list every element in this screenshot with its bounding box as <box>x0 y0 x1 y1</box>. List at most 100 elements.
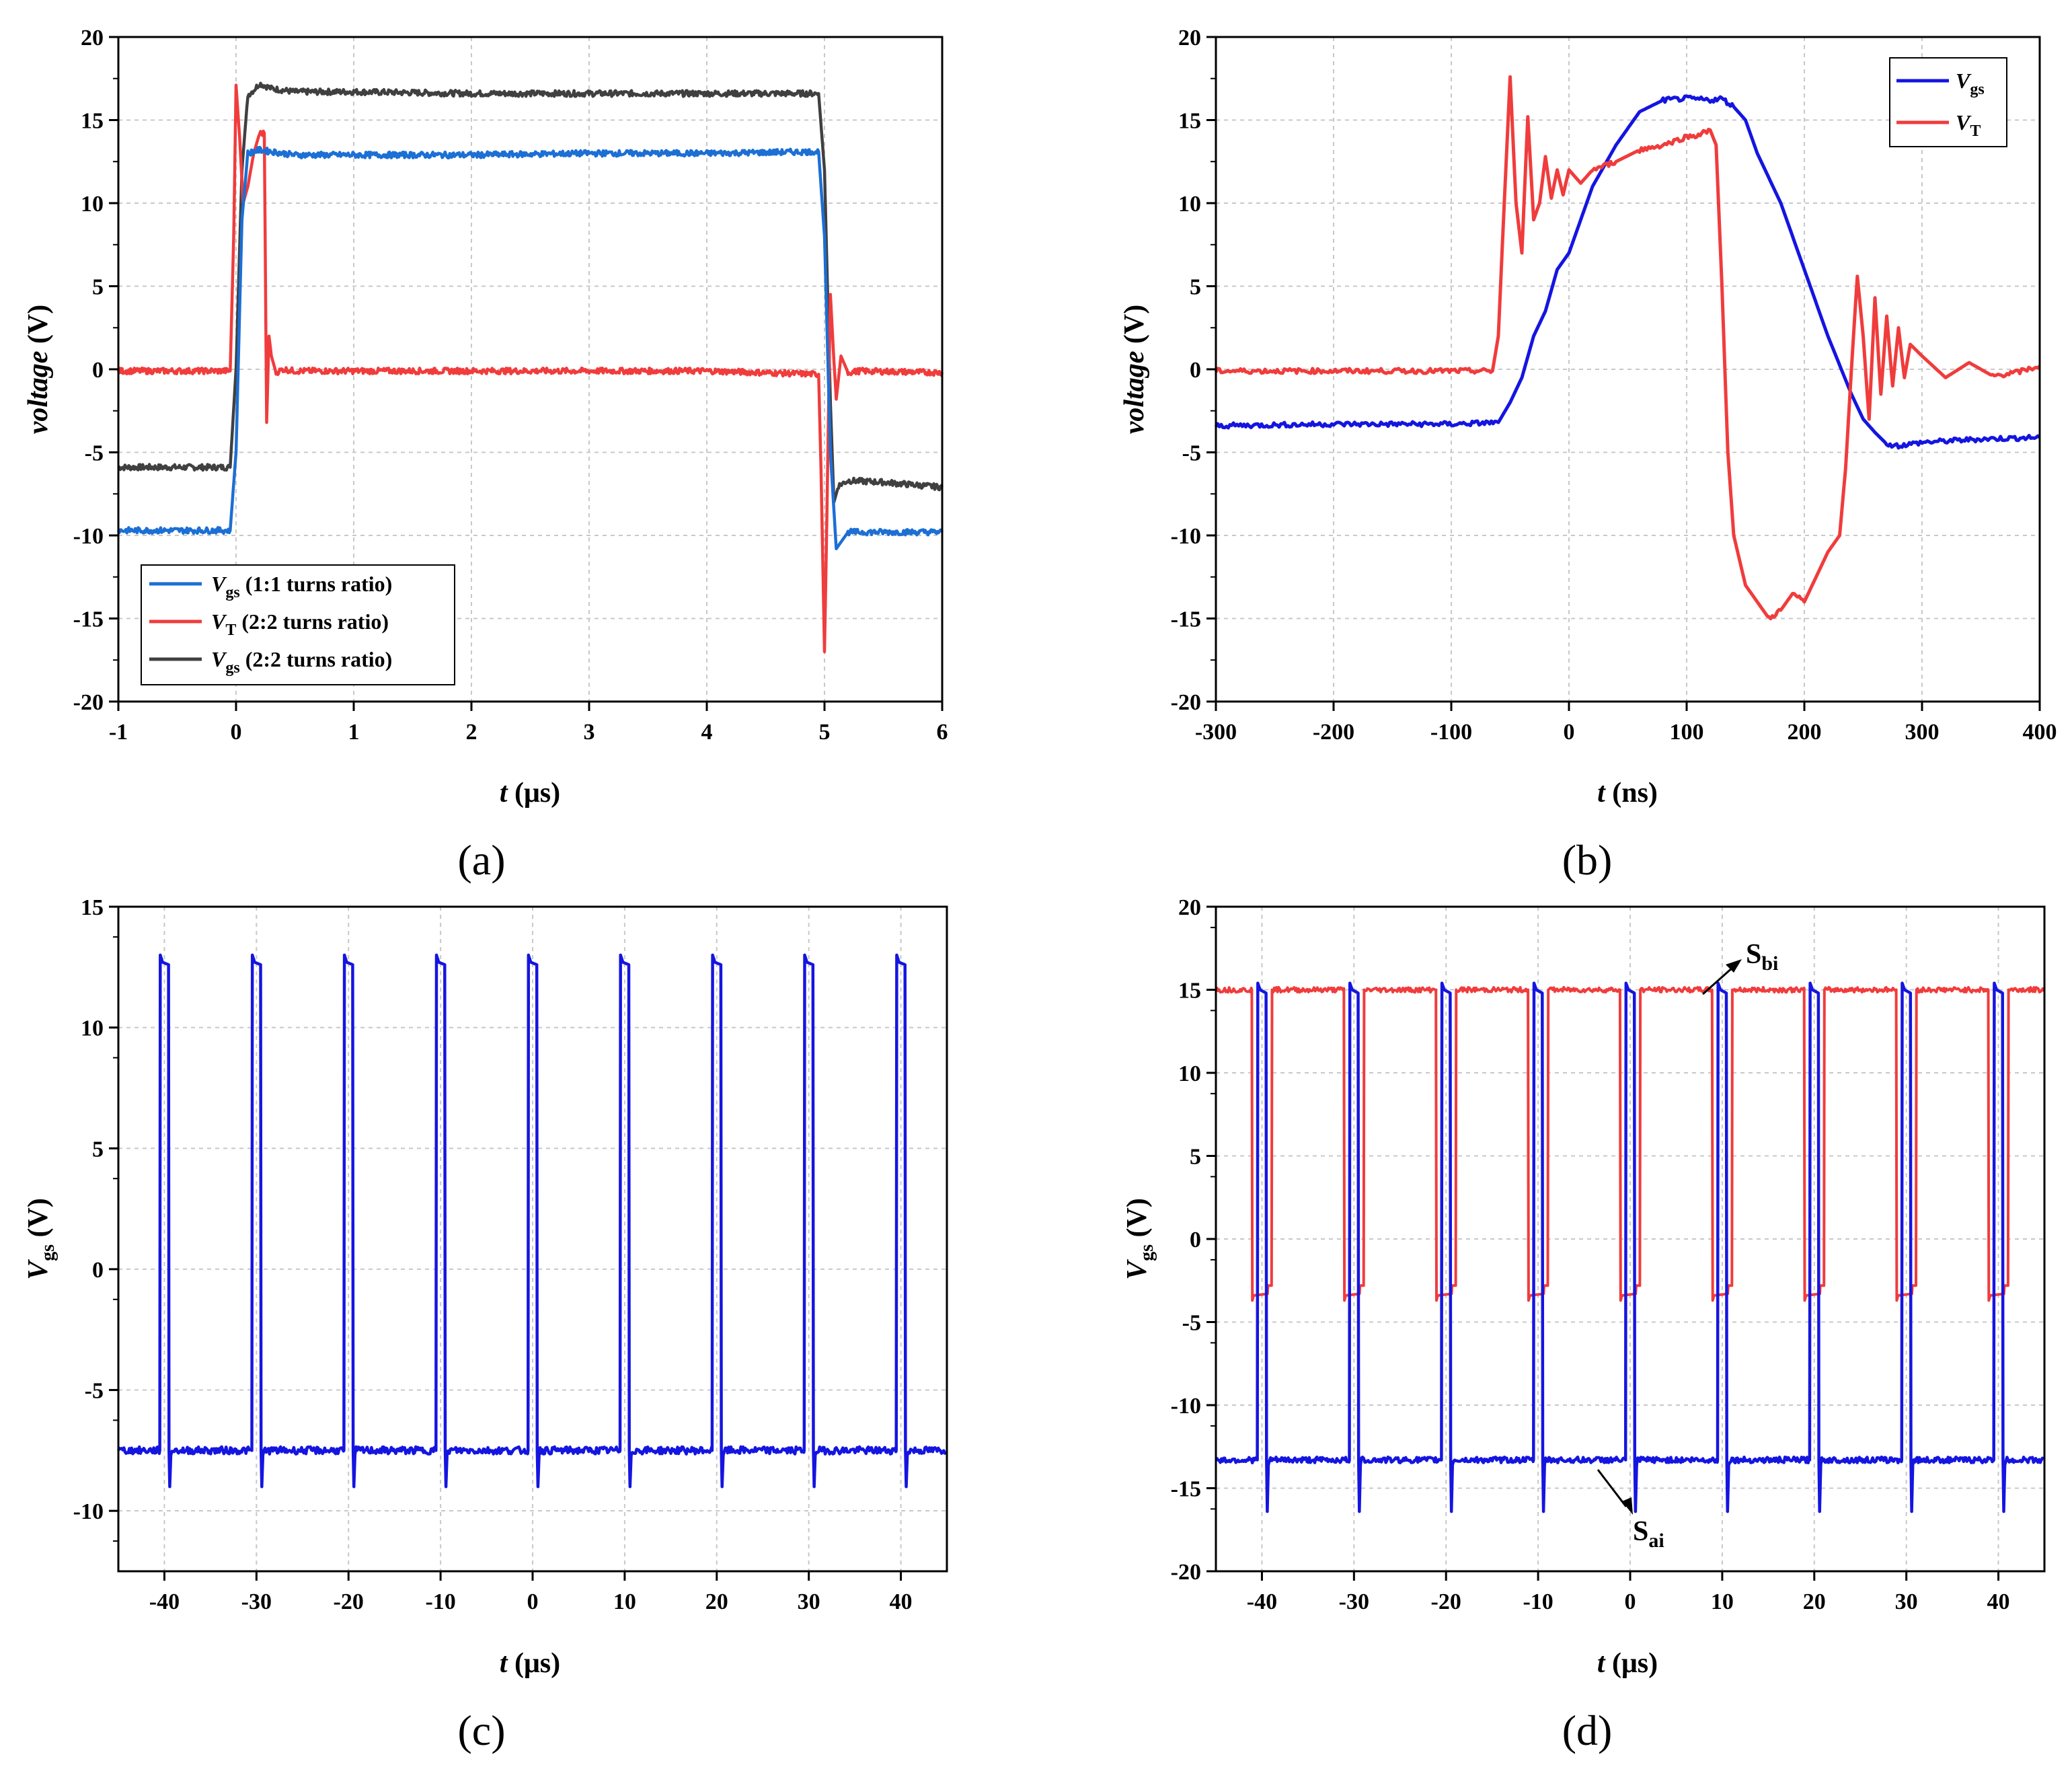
y-tick-label: 20 <box>81 26 104 50</box>
x-tick-label: -20 <box>334 1589 364 1614</box>
x-tick-label: 1 <box>348 720 360 745</box>
x-tick-label: -20 <box>1431 1589 1461 1614</box>
x-tick-label: -10 <box>1523 1589 1553 1614</box>
y-tick-label: -10 <box>1171 524 1201 549</box>
x-tick-label: 30 <box>1895 1589 1918 1614</box>
legend-box-b <box>1889 57 2007 147</box>
y-tick-label: 5 <box>1190 1145 1201 1170</box>
x-tick-label: -40 <box>149 1589 180 1614</box>
series-line-a-2 <box>118 81 944 504</box>
y-tick-label: -10 <box>1171 1394 1201 1419</box>
sai-arrowhead <box>1622 1497 1633 1515</box>
x-tick-label: 2 <box>466 720 477 745</box>
y-tick-label: -10 <box>73 524 104 549</box>
sai-arrow-line <box>1597 1469 1627 1507</box>
y-tick-label: -5 <box>85 441 104 466</box>
x-tick-label: 10 <box>613 1589 636 1614</box>
sbi-annotation: Sbi <box>1746 939 1778 975</box>
x-tick-label: -200 <box>1313 720 1354 745</box>
y-tick-label: -20 <box>1171 1560 1201 1585</box>
panel-a-label: (a) <box>457 836 505 884</box>
y-tick-label: 0 <box>1190 358 1201 383</box>
panel-d-ylabel: Vgs (V) <box>1122 1198 1157 1280</box>
y-tick-label: -5 <box>1182 441 1201 466</box>
x-tick-label: 3 <box>584 720 595 745</box>
legend-entry-a-2: Vgs (2:2 turns ratio) <box>211 647 392 677</box>
y-tick-label: 20 <box>1178 26 1201 50</box>
y-tick-label: 20 <box>1178 895 1201 920</box>
panel-c-label: (c) <box>457 1706 505 1754</box>
x-tick-label: 100 <box>1670 720 1704 745</box>
y-tick-label: 0 <box>92 1258 104 1283</box>
y-tick-label: -10 <box>73 1499 104 1524</box>
x-tick-label: 0 <box>527 1589 539 1614</box>
y-tick-label: 10 <box>1178 1061 1201 1086</box>
legend-entry-a-0: Vgs (1:1 turns ratio) <box>211 572 392 601</box>
y-tick-label: -15 <box>73 607 104 632</box>
y-tick-label: 15 <box>1178 979 1201 1004</box>
panel-c-xlabel: t (μs) <box>500 1648 560 1679</box>
panel-b-xlabel: t (ns) <box>1597 778 1658 809</box>
legend-entry-a-1: VT (2:2 turns ratio) <box>211 609 389 639</box>
panel-b-label: (b) <box>1562 836 1613 884</box>
panel-b-chart: 20 15 10 5 0 -5 -10 -15 -20 -300 -200 -100 0 100 200 30… <box>1119 26 2057 884</box>
y-tick-label: 10 <box>1178 192 1201 217</box>
x-tick-label: 300 <box>1905 720 1940 745</box>
y-tick-label: 0 <box>1190 1228 1201 1252</box>
series-line-c-vgs <box>116 953 947 1489</box>
series-line-a-0 <box>116 145 944 551</box>
panel-b-ylabel: voltage (V) <box>1119 305 1150 434</box>
y-tick-label: 5 <box>92 1137 104 1162</box>
series-line-b-0 <box>1214 94 2041 450</box>
y-tick-label: 15 <box>81 895 104 920</box>
y-tick-label: -5 <box>85 1379 104 1404</box>
x-tick-label: 40 <box>890 1589 913 1614</box>
panel-d-xlabel: t (μs) <box>1597 1648 1658 1679</box>
y-tick-label: 15 <box>1178 109 1201 134</box>
y-tick-label: -20 <box>1171 690 1201 715</box>
x-tick-label: 0 <box>231 720 242 745</box>
x-tick-label: -300 <box>1195 720 1237 745</box>
x-tick-label: 200 <box>1788 720 1822 745</box>
x-tick-label: 20 <box>705 1589 728 1614</box>
x-tick-label: -1 <box>109 720 128 745</box>
panel-a-ylabel: voltage (V) <box>23 305 54 434</box>
y-tick-label: 0 <box>92 358 104 383</box>
y-tick-label: 10 <box>81 192 104 217</box>
series-line-d-sai <box>1215 981 2044 1513</box>
x-tick-label: 4 <box>701 720 713 745</box>
x-tick-label: 0 <box>1625 1589 1636 1614</box>
sai-annotation: Sai <box>1633 1516 1664 1552</box>
legend-entry-b-0: Vgs <box>1956 69 1985 98</box>
x-tick-label: -30 <box>241 1589 272 1614</box>
x-tick-label: 10 <box>1711 1589 1734 1614</box>
x-tick-label: -40 <box>1247 1589 1277 1614</box>
x-tick-label: -100 <box>1430 720 1472 745</box>
series-line-b-1 <box>1214 75 2041 621</box>
panel-a-xlabel: t (μs) <box>500 778 560 809</box>
x-tick-label: 400 <box>2023 720 2057 745</box>
y-tick-label: 15 <box>81 109 104 134</box>
x-tick-label: 0 <box>1564 720 1575 745</box>
y-tick-label: -5 <box>1182 1311 1201 1336</box>
x-tick-label: 20 <box>1803 1589 1826 1614</box>
sbi-arrowhead <box>1726 959 1742 973</box>
x-tick-label: 30 <box>798 1589 820 1614</box>
x-tick-label: -30 <box>1339 1589 1369 1614</box>
x-tick-label: 6 <box>937 720 948 745</box>
y-tick-label: -15 <box>1171 1477 1201 1502</box>
y-tick-label: 10 <box>81 1016 104 1041</box>
y-tick-label: -20 <box>73 690 104 715</box>
x-tick-label: 40 <box>1987 1589 2010 1614</box>
sbi-arrow-line <box>1702 965 1734 995</box>
panel-c-ylabel: Vgs (V) <box>23 1198 59 1280</box>
legend-entry-b-1: VT <box>1956 110 1981 140</box>
panel-d-chart: 20 15 10 5 0 -5 -10 -15 -20 -40 -30 -20 -10 0 10 20 30 40… <box>1122 895 2046 1754</box>
x-tick-label: 5 <box>819 720 831 745</box>
y-tick-label: 5 <box>92 275 104 300</box>
panel-d-label: (d) <box>1562 1706 1613 1754</box>
y-tick-label: -15 <box>1171 607 1201 632</box>
